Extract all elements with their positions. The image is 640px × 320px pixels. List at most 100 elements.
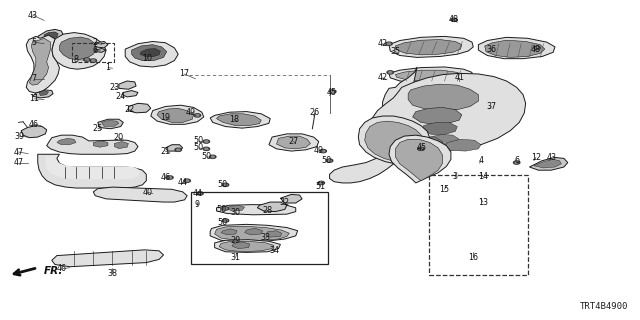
Text: 41: 41 xyxy=(454,73,464,82)
Circle shape xyxy=(167,176,173,179)
Circle shape xyxy=(224,184,227,186)
Text: 2: 2 xyxy=(93,38,98,47)
Polygon shape xyxy=(259,205,276,211)
Text: 35: 35 xyxy=(390,46,401,56)
Polygon shape xyxy=(214,226,289,240)
Text: 49: 49 xyxy=(314,146,324,155)
Polygon shape xyxy=(44,32,58,38)
Text: 44: 44 xyxy=(178,178,188,187)
Polygon shape xyxy=(227,205,244,211)
Text: 50: 50 xyxy=(218,218,228,227)
Text: 12: 12 xyxy=(531,153,541,162)
Polygon shape xyxy=(151,105,204,124)
Text: 46: 46 xyxy=(29,120,39,129)
Circle shape xyxy=(388,72,392,73)
Polygon shape xyxy=(210,224,298,242)
Text: 7: 7 xyxy=(31,74,36,83)
Text: 23: 23 xyxy=(109,83,120,92)
Text: 50: 50 xyxy=(201,152,211,161)
Polygon shape xyxy=(280,195,302,203)
Text: 29: 29 xyxy=(230,236,241,245)
Text: 43: 43 xyxy=(28,11,38,20)
Polygon shape xyxy=(428,134,460,146)
Circle shape xyxy=(209,155,216,158)
Text: 26: 26 xyxy=(310,108,320,117)
Text: 9: 9 xyxy=(195,200,200,209)
Polygon shape xyxy=(157,108,193,123)
Polygon shape xyxy=(269,134,319,151)
Polygon shape xyxy=(93,187,187,202)
Polygon shape xyxy=(129,103,151,113)
Text: 20: 20 xyxy=(114,133,124,142)
Circle shape xyxy=(222,207,228,210)
Text: 33: 33 xyxy=(260,233,271,242)
Polygon shape xyxy=(445,139,481,151)
Circle shape xyxy=(85,59,88,60)
Polygon shape xyxy=(38,29,63,42)
Polygon shape xyxy=(396,139,443,181)
Polygon shape xyxy=(484,40,545,57)
Polygon shape xyxy=(330,67,417,183)
Text: 43: 43 xyxy=(546,153,556,162)
Polygon shape xyxy=(365,121,426,163)
Text: 32: 32 xyxy=(280,197,290,206)
Circle shape xyxy=(331,91,334,92)
Text: 25: 25 xyxy=(93,124,103,132)
Circle shape xyxy=(330,90,336,93)
Polygon shape xyxy=(115,141,129,148)
Polygon shape xyxy=(93,141,108,147)
Text: 18: 18 xyxy=(228,115,239,124)
Circle shape xyxy=(451,18,458,21)
Text: 10: 10 xyxy=(143,53,152,62)
Text: 47: 47 xyxy=(13,158,24,167)
Text: 17: 17 xyxy=(179,69,189,78)
Polygon shape xyxy=(534,159,561,168)
Polygon shape xyxy=(166,145,182,151)
Circle shape xyxy=(224,220,227,221)
Circle shape xyxy=(387,43,390,44)
Polygon shape xyxy=(60,37,97,60)
Polygon shape xyxy=(529,157,568,170)
Text: 30: 30 xyxy=(230,208,241,217)
Circle shape xyxy=(92,60,95,61)
Polygon shape xyxy=(408,84,478,111)
Circle shape xyxy=(513,161,520,164)
Circle shape xyxy=(321,150,324,152)
Text: 37: 37 xyxy=(486,102,496,111)
Text: 28: 28 xyxy=(262,206,273,215)
Circle shape xyxy=(536,47,539,49)
Text: 11: 11 xyxy=(29,94,39,103)
Circle shape xyxy=(184,179,190,182)
Text: 40: 40 xyxy=(143,188,152,197)
Text: 24: 24 xyxy=(116,92,126,101)
Polygon shape xyxy=(389,36,473,57)
Polygon shape xyxy=(47,135,138,154)
Text: 5: 5 xyxy=(31,38,36,47)
Text: 46: 46 xyxy=(161,173,170,182)
Polygon shape xyxy=(26,35,60,93)
Text: 3: 3 xyxy=(453,172,458,181)
Text: 15: 15 xyxy=(440,185,449,194)
Circle shape xyxy=(387,71,394,74)
Text: 34: 34 xyxy=(269,246,279,255)
Text: 14: 14 xyxy=(478,172,488,181)
Polygon shape xyxy=(219,241,274,252)
Polygon shape xyxy=(216,204,296,215)
Polygon shape xyxy=(214,240,280,252)
Polygon shape xyxy=(478,37,555,59)
Text: 42: 42 xyxy=(378,39,388,48)
Text: 50: 50 xyxy=(216,205,226,214)
Text: FR.: FR. xyxy=(44,266,63,276)
Polygon shape xyxy=(216,114,261,125)
Polygon shape xyxy=(371,73,525,151)
Circle shape xyxy=(90,59,97,62)
Polygon shape xyxy=(132,45,167,60)
Text: 36: 36 xyxy=(486,44,496,54)
Text: 8: 8 xyxy=(74,55,79,64)
Circle shape xyxy=(326,159,333,162)
Text: 48: 48 xyxy=(531,44,541,54)
Polygon shape xyxy=(38,154,147,188)
Polygon shape xyxy=(406,137,443,149)
Text: 39: 39 xyxy=(15,132,25,140)
Circle shape xyxy=(203,147,209,150)
